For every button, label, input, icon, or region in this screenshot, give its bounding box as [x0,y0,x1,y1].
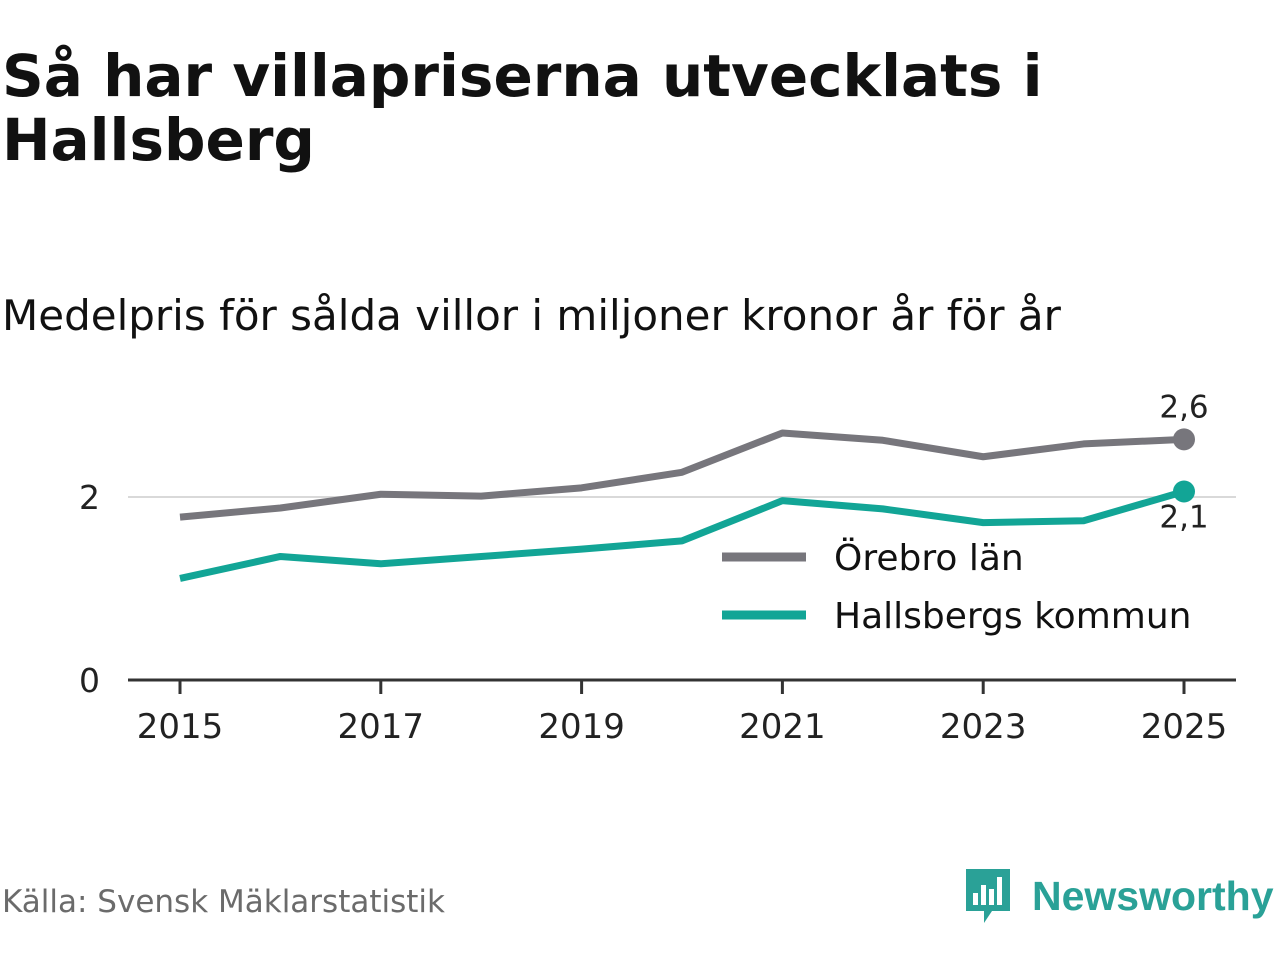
brand-logo: Newsworthy [962,864,1274,928]
y-tick-label: 2 [79,478,100,517]
y-tick-label: 0 [79,661,100,700]
chart-subtitle: Medelpris för sålda villor i miljoner kr… [2,291,1061,340]
x-tick-label: 2019 [538,707,625,747]
legend: Örebro län Hallsbergs kommun [722,537,1191,637]
legend-label-1: Hallsbergs kommun [834,596,1191,637]
newsworthy-logo-icon [966,869,1010,923]
series-end-dot-1 [1173,480,1195,503]
end-value-label-1: 2,1 [1159,500,1208,536]
brand-name: Newsworthy [1032,872,1274,919]
series-end-dot-0 [1173,428,1195,451]
end-value-label-0: 2,6 [1159,389,1208,425]
legend-label-0: Örebro län [834,537,1024,579]
series-line-1 [179,488,1185,582]
x-tick-label: 2015 [137,707,224,747]
source-note: Källa: Svensk Mäklarstatistik [2,884,445,920]
axis-layer: 0 2 2015 2017 2019 2021 2023 2025 [79,478,1236,747]
series-layer [179,428,1195,582]
x-tick-label: 2025 [1141,707,1228,747]
x-tick-label: 2017 [338,707,425,747]
label-layer: 2,6 2,1 [1159,389,1208,535]
chart-title: Så har villapriserna utvecklats i Hallsb… [2,42,1043,174]
x-tick-label: 2023 [940,707,1027,747]
series-line-0 [179,429,1185,521]
line-chart: 0 2 2015 2017 2019 2021 2023 2025 2,6 2,1 Örebro… [79,389,1236,747]
x-tick-label: 2021 [739,707,826,747]
